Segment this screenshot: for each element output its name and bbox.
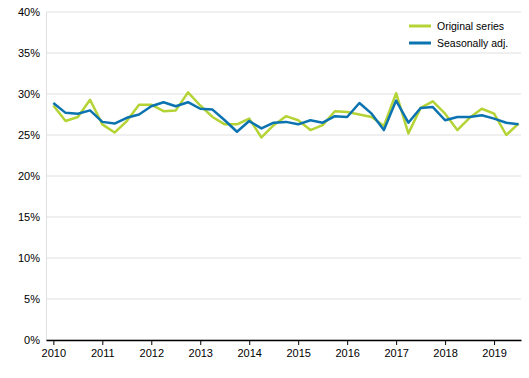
legend-swatch xyxy=(409,25,431,28)
y-axis: 0% 5% 10% 15% 20% 25% 30% 35% 40% xyxy=(18,6,47,346)
legend: Original series Seasonally adj. xyxy=(409,20,508,49)
y-tick-label: 15% xyxy=(18,211,40,223)
x-tick: 2013 xyxy=(189,340,213,359)
y-tick-label: 40% xyxy=(18,6,40,18)
y-tick-label: 30% xyxy=(18,88,40,100)
y-axis-line xyxy=(46,13,47,341)
grid-line xyxy=(46,258,521,259)
x-tick: 2016 xyxy=(335,340,359,359)
x-tick: 2011 xyxy=(91,340,115,359)
chart: 0%5%10%15%20%25%30%35%40%201020112012201… xyxy=(0,0,529,378)
plot: 0%5%10%15%20%25%30%35%40%201020112012201… xyxy=(18,6,522,359)
x-tick-label: 2013 xyxy=(189,347,213,359)
grid xyxy=(46,12,521,340)
x-tick-label: 2019 xyxy=(482,347,506,359)
y-tick: 40% xyxy=(18,6,46,18)
x-tick-mark xyxy=(151,340,152,345)
x-tick-label: 2018 xyxy=(433,347,457,359)
lines xyxy=(53,92,518,137)
x-tick-mark xyxy=(494,340,495,345)
legend-label: Seasonally adj. xyxy=(437,37,508,49)
x-tick-mark xyxy=(445,340,446,345)
y-tick-label: 5% xyxy=(24,293,40,305)
x-tick: 2010 xyxy=(42,340,66,359)
x-tick: 2014 xyxy=(237,340,261,359)
y-tick: 15% xyxy=(18,211,46,223)
x-axis: 2010 2011 2012 2013 2014 2015 2016 2017 2018 2019 xyxy=(42,340,522,359)
grid-line xyxy=(46,340,521,341)
y-tick: 0% xyxy=(24,334,46,346)
series-line xyxy=(53,101,518,132)
x-tick-mark xyxy=(200,340,201,345)
x-tick-mark xyxy=(102,340,103,345)
grid-line xyxy=(46,53,521,54)
x-tick-mark xyxy=(347,340,348,345)
x-tick-label: 2017 xyxy=(384,347,408,359)
x-tick-label: 2011 xyxy=(91,347,115,359)
x-tick-label: 2014 xyxy=(237,347,261,359)
y-tick-label: 10% xyxy=(18,252,40,264)
x-axis-line xyxy=(47,340,522,342)
x-tick: 2017 xyxy=(384,340,408,359)
x-tick-label: 2016 xyxy=(335,347,359,359)
x-tick-mark xyxy=(249,340,250,345)
grid-line xyxy=(46,299,521,300)
grid-line xyxy=(46,94,521,95)
y-tick: 20% xyxy=(18,170,46,182)
grid-line xyxy=(46,176,521,177)
y-tick: 10% xyxy=(18,252,46,264)
y-tick-label: 35% xyxy=(18,47,40,59)
legend-swatch xyxy=(409,42,431,45)
x-tick: 2012 xyxy=(140,340,164,359)
y-tick: 35% xyxy=(18,47,46,59)
y-tick: 30% xyxy=(18,88,46,100)
legend-label: Original series xyxy=(437,20,504,32)
series-line xyxy=(53,92,518,137)
y-tick-label: 0% xyxy=(24,334,40,346)
x-tick-label: 2015 xyxy=(286,347,310,359)
x-tick-mark xyxy=(53,340,54,345)
x-tick: 2018 xyxy=(433,340,457,359)
x-tick-mark xyxy=(396,340,397,345)
x-tick-label: 2010 xyxy=(42,347,66,359)
y-tick: 5% xyxy=(24,293,46,305)
grid-line xyxy=(46,135,521,136)
y-tick-label: 20% xyxy=(18,170,40,182)
x-tick: 2015 xyxy=(286,340,310,359)
y-tick: 25% xyxy=(18,129,46,141)
y-tick-label: 25% xyxy=(18,129,40,141)
x-tick: 2019 xyxy=(482,340,506,359)
grid-line xyxy=(46,12,521,13)
x-tick-mark xyxy=(298,340,299,345)
x-tick-label: 2012 xyxy=(140,347,164,359)
grid-line xyxy=(46,217,521,218)
